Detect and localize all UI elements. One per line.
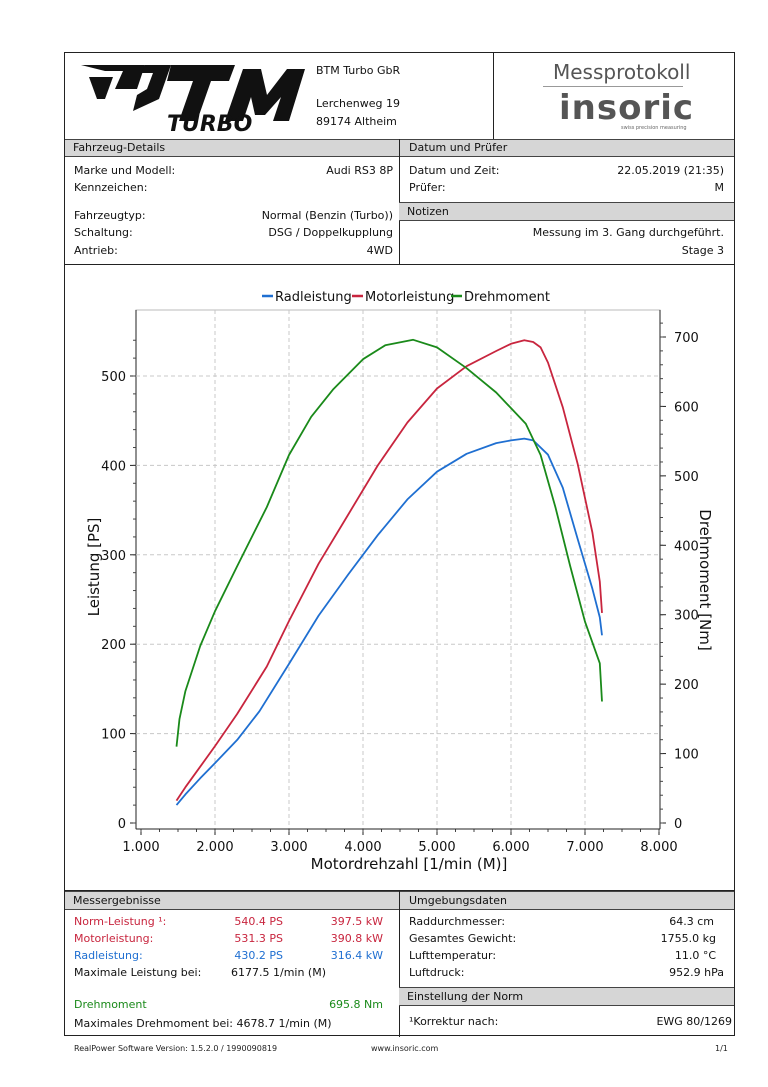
y-tick-label: 400 bbox=[101, 459, 126, 474]
maxpower-label: Maximale Leistung bei: bbox=[74, 966, 202, 979]
norm-section-title: Einstellung der Norm bbox=[407, 990, 524, 1003]
footer-website: www.insoric.com bbox=[371, 1044, 439, 1053]
footer-software: RealPower Software Version: 1.5.2.0 / 19… bbox=[74, 1044, 278, 1053]
x-tick-label: 1.000 bbox=[122, 840, 159, 855]
maxpower-value: 6177.5 1/min (M) bbox=[231, 966, 327, 979]
legend-item: Motorleistung bbox=[365, 290, 454, 305]
y-tick-label: 0 bbox=[118, 817, 126, 832]
dyno-chart: 1.000 2.000 3.000 4.000 5.000 6.000 7.000 8.000… bbox=[85, 290, 714, 873]
type-label: Fahrzeugtyp: bbox=[74, 209, 146, 222]
notes-header: Notizen bbox=[399, 202, 734, 221]
notes-section-title: Notizen bbox=[407, 205, 449, 218]
insoric-logo: insoric bbox=[559, 88, 694, 128]
gearbox-label: Schaltung: bbox=[74, 226, 133, 239]
y2-tick-label: 0 bbox=[674, 817, 682, 832]
x-tick-label: 6.000 bbox=[492, 840, 529, 855]
notes-line-2: Stage 3 bbox=[681, 244, 724, 257]
series-line-motorleistung bbox=[175, 339, 603, 802]
air-temp-label: Lufttemperatur: bbox=[409, 949, 497, 962]
report-frame: TURBO BTM Turbo GbR Lerchenweg 19 89174 … bbox=[64, 52, 735, 1037]
air-press-value: 952.9 hPa bbox=[669, 966, 724, 979]
series-line-drehmoment bbox=[175, 338, 603, 747]
make-label: Marke und Modell: bbox=[74, 164, 176, 177]
company-street: Lerchenweg 19 bbox=[316, 97, 400, 110]
y2-tick-label: 700 bbox=[674, 331, 699, 346]
y2-axis-label: Drehmoment [Nm] bbox=[696, 509, 714, 650]
y2-tick-label: 500 bbox=[674, 470, 699, 485]
footer-page: 1/1 bbox=[715, 1044, 728, 1053]
make-value: Audi RS3 8P bbox=[326, 164, 393, 177]
y2-tick-label: 300 bbox=[674, 609, 699, 624]
x-tick-label: 2.000 bbox=[196, 840, 233, 855]
norm-kw: 397.5 kW bbox=[330, 915, 383, 928]
date-section-title: Datum und Prüfer bbox=[409, 141, 508, 154]
x-tick-label: 4.000 bbox=[344, 840, 381, 855]
norm-header: Einstellung der Norm bbox=[399, 987, 734, 1006]
x-axis-label: Motordrehzahl [1/min (M)] bbox=[311, 855, 508, 873]
y-tick-label: 300 bbox=[101, 549, 126, 564]
company-name: BTM Turbo GbR bbox=[316, 64, 401, 77]
y-tick-label: 200 bbox=[101, 638, 126, 653]
brand-tagline: swiss precision measuring bbox=[621, 125, 687, 131]
x-tick-label: 5.000 bbox=[418, 840, 455, 855]
wheel-kw: 316.4 kW bbox=[330, 949, 383, 962]
notes-line-1: Messung im 3. Gang durchgeführt. bbox=[532, 226, 724, 239]
y-axis-label: Leistung [PS] bbox=[85, 518, 103, 617]
plate-label: Kennzeichen: bbox=[74, 181, 148, 194]
weight-label: Gesamtes Gewicht: bbox=[409, 932, 517, 945]
air-temp-value: 11.0 °C bbox=[674, 949, 716, 962]
wheel-diam-label: Raddurchmesser: bbox=[409, 915, 506, 928]
correction-value: EWG 80/1269 bbox=[656, 1015, 732, 1028]
correction-label: ¹Korrektur nach: bbox=[409, 1015, 499, 1028]
x-tick-label: 7.000 bbox=[566, 840, 603, 855]
y2-tick-label: 200 bbox=[674, 678, 699, 693]
logo-turbo-text: TURBO bbox=[167, 112, 252, 135]
vehicle-section-title: Fahrzeug-Details bbox=[73, 141, 166, 154]
legend-item: Drehmoment bbox=[464, 290, 550, 305]
drive-value: 4WD bbox=[366, 244, 393, 257]
drive-label: Antrieb: bbox=[74, 244, 118, 257]
y2-tick-label: 100 bbox=[674, 748, 699, 763]
btm-logo: TURBO bbox=[75, 59, 305, 137]
brand-text: insoric bbox=[559, 88, 695, 128]
environment-section-title: Umgebungsdaten bbox=[409, 894, 507, 907]
wheel-label: Radleistung: bbox=[74, 949, 143, 962]
x-tick-label: 3.000 bbox=[270, 840, 307, 855]
weight-value: 1755.0 kg bbox=[660, 932, 716, 945]
tester-value: M bbox=[714, 181, 725, 194]
motor-kw: 390.8 kW bbox=[330, 932, 383, 945]
torque-value: 695.8 Nm bbox=[329, 998, 383, 1011]
motor-ps: 531.3 PS bbox=[234, 932, 283, 945]
results-section-title: Messergebnisse bbox=[73, 894, 161, 907]
type-value: Normal (Benzin (Turbo)) bbox=[261, 209, 393, 222]
wheel-diam-value: 64.3 cm bbox=[669, 915, 714, 928]
legend-item: Radleistung bbox=[275, 290, 352, 305]
air-press-label: Luftdruck: bbox=[409, 966, 465, 979]
maxtorque-text: Maximales Drehmoment bei: 4678.7 1/min (… bbox=[74, 1017, 332, 1030]
company-city: 89174 Altheim bbox=[316, 115, 397, 128]
gearbox-value: DSG / Doppelkupplung bbox=[268, 226, 393, 239]
y-tick-label: 100 bbox=[101, 728, 126, 743]
norm-ps: 540.4 PS bbox=[234, 915, 283, 928]
series-line-radleistung bbox=[175, 437, 603, 806]
tester-label: Prüfer: bbox=[409, 181, 446, 194]
torque-label: Drehmoment bbox=[74, 998, 147, 1011]
y2-tick-label: 400 bbox=[674, 539, 699, 554]
datetime-value: 22.05.2019 (21:35) bbox=[617, 164, 724, 177]
motor-label: Motorleistung: bbox=[74, 932, 154, 945]
y-tick-label: 500 bbox=[101, 370, 126, 385]
x-tick-label: 8.000 bbox=[640, 840, 677, 855]
wheel-ps: 430.2 PS bbox=[234, 949, 283, 962]
y2-tick-label: 600 bbox=[674, 400, 699, 415]
datetime-label: Datum und Zeit: bbox=[409, 164, 500, 177]
protocol-title: Messprotokoll bbox=[553, 60, 691, 84]
norm-label: Norm-Leistung ¹: bbox=[74, 915, 167, 928]
